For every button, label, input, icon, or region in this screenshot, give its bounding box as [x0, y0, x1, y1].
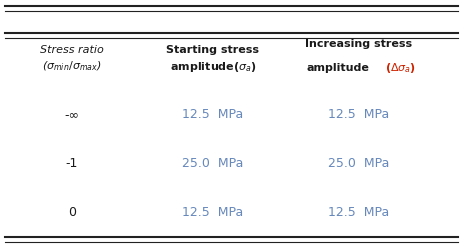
- Text: ($\Delta\sigma_a$): ($\Delta\sigma_a$): [385, 61, 416, 75]
- Text: 25.0  MPa: 25.0 MPa: [328, 157, 389, 170]
- Text: Starting stress
amplitude($\sigma_a$): Starting stress amplitude($\sigma_a$): [167, 45, 259, 74]
- Text: -∞: -∞: [64, 108, 79, 121]
- Text: Increasing stress: Increasing stress: [305, 39, 413, 49]
- Text: Stress ratio
($\sigma_{min}/\sigma_{max}$): Stress ratio ($\sigma_{min}/\sigma_{max}…: [40, 45, 104, 73]
- Text: 25.0  MPa: 25.0 MPa: [182, 157, 244, 170]
- Text: amplitude: amplitude: [307, 63, 369, 73]
- Text: -1: -1: [66, 157, 78, 170]
- Text: 12.5  MPa: 12.5 MPa: [182, 206, 244, 219]
- Text: 12.5  MPa: 12.5 MPa: [328, 108, 389, 121]
- Text: 0: 0: [68, 206, 76, 219]
- Text: 12.5  MPa: 12.5 MPa: [328, 206, 389, 219]
- Text: 12.5  MPa: 12.5 MPa: [182, 108, 244, 121]
